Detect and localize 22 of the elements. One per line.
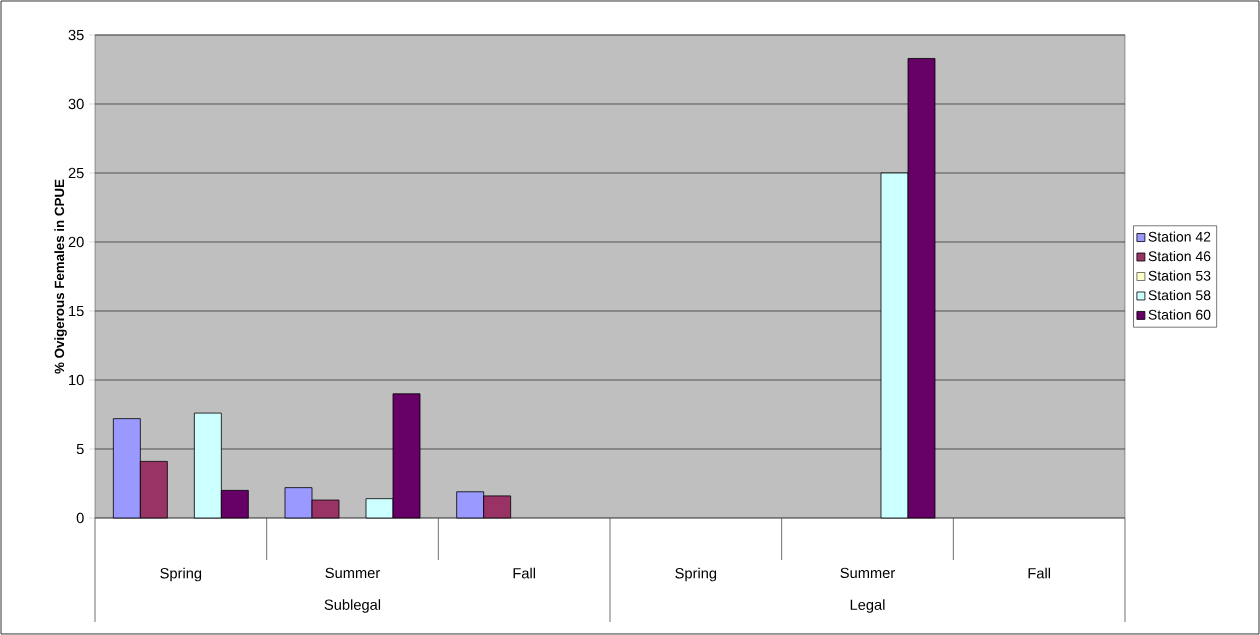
y-tick-label: 5: [76, 443, 84, 455]
legend-label: Station 60: [1148, 309, 1211, 320]
y-tick-label: 25: [68, 167, 84, 179]
y-tick-label: 20: [68, 236, 84, 248]
x-tick-label: Summer: [840, 567, 895, 579]
x-tick-label: Spring: [160, 567, 202, 582]
x-tick-label: Fall: [513, 567, 536, 579]
x-tick-label: Summer: [325, 567, 380, 579]
legend-label: Station 46: [1148, 250, 1211, 262]
text: Sublegal: [324, 599, 381, 613]
text: Legal: [850, 599, 885, 613]
y-tick-label: 35: [68, 29, 84, 41]
y-tick-label: 15: [69, 305, 84, 317]
y-tick-label: 30: [68, 98, 84, 110]
y-tick-label: 0: [76, 512, 84, 524]
legend-label: Station 42: [1148, 231, 1211, 242]
x-tick-label: Fall: [1028, 567, 1050, 579]
y-tick-label: 10: [69, 374, 84, 386]
legend-label: Station 53: [1148, 270, 1211, 281]
legend-label: Station 58: [1148, 289, 1211, 301]
y-axis-title: % Ovigerous Females in CPUE: [54, 179, 67, 374]
x-tick-label: Spring: [675, 567, 717, 582]
